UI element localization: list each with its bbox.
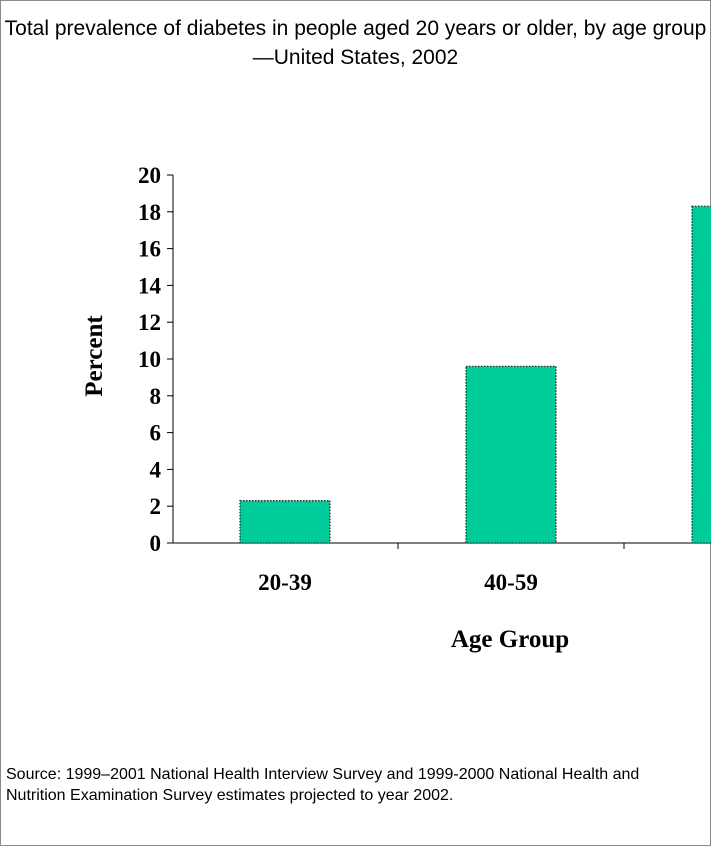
y-axis: 0 2 4 6 8 10 12 14 16 18 20 xyxy=(138,163,174,556)
y-tick-label: 18 xyxy=(138,200,161,225)
y-tick-label: 6 xyxy=(150,421,162,446)
source-note: Source: 1999–2001 National Health Interv… xyxy=(6,766,640,804)
bar xyxy=(239,500,331,544)
y-tick-label: 16 xyxy=(138,237,161,262)
bar xyxy=(465,365,557,544)
chart-title: Total prevalence of diabetes in people a… xyxy=(4,17,707,69)
x-axis: 20-39 40-59 xyxy=(173,542,711,595)
y-tick-label: 8 xyxy=(150,384,162,409)
y-tick-label: 14 xyxy=(138,273,162,298)
y-axis-label: Percent xyxy=(81,315,108,397)
y-tick-label: 0 xyxy=(150,531,162,556)
y-tick-label: 2 xyxy=(150,494,162,519)
bars xyxy=(239,205,711,544)
y-tick-label: 12 xyxy=(138,310,161,335)
y-tick-label: 20 xyxy=(138,163,161,188)
bar xyxy=(691,205,711,544)
x-tick-label: 20-39 xyxy=(258,570,312,595)
x-tick-label: 40-59 xyxy=(484,570,538,595)
x-axis-label: Age Group xyxy=(451,626,569,653)
y-tick-label: 10 xyxy=(138,347,161,372)
y-tick-label: 4 xyxy=(150,457,162,482)
